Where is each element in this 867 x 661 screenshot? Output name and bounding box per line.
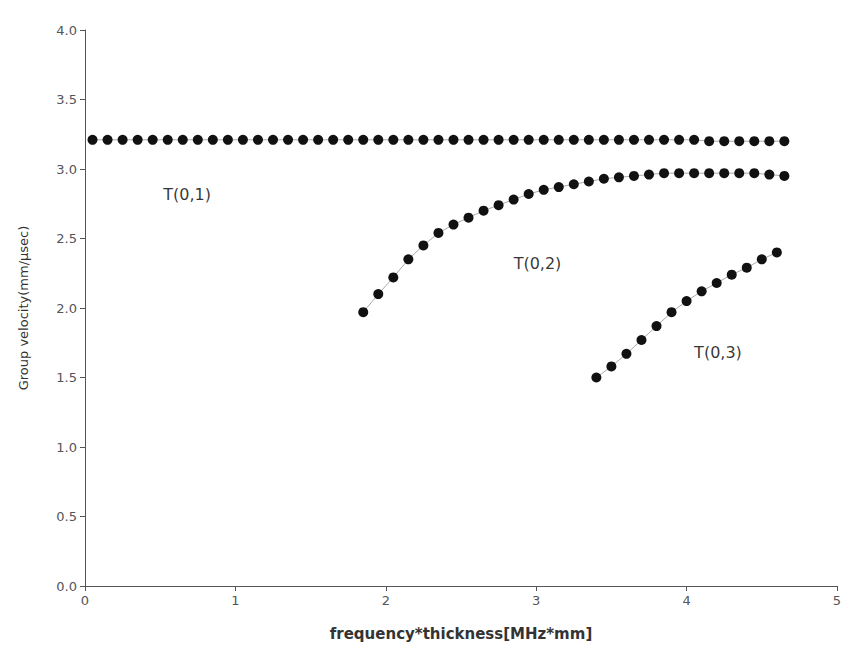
svg-text:3.0: 3.0 bbox=[56, 162, 77, 177]
svg-text:3.5: 3.5 bbox=[56, 92, 77, 107]
svg-text:2.0: 2.0 bbox=[56, 301, 77, 316]
svg-text:4: 4 bbox=[682, 593, 690, 608]
svg-text:0.0: 0.0 bbox=[56, 579, 77, 594]
svg-text:2.5: 2.5 bbox=[56, 231, 77, 246]
svg-text:0.5: 0.5 bbox=[56, 509, 77, 524]
svg-text:T(0,2): T(0,2) bbox=[513, 254, 562, 273]
svg-text:Group velocity(mm/μsec): Group velocity(mm/μsec) bbox=[16, 226, 31, 391]
svg-text:1.0: 1.0 bbox=[56, 440, 77, 455]
svg-text:T(0,3): T(0,3) bbox=[693, 343, 742, 362]
svg-text:T(0,1): T(0,1) bbox=[162, 185, 211, 204]
svg-text:5: 5 bbox=[833, 593, 841, 608]
svg-text:4.0: 4.0 bbox=[56, 23, 77, 38]
svg-text:3: 3 bbox=[532, 593, 540, 608]
svg-text:2: 2 bbox=[382, 593, 390, 608]
svg-text:1.5: 1.5 bbox=[56, 370, 77, 385]
svg-text:1: 1 bbox=[231, 593, 239, 608]
svg-text:frequency*thickness[MHz*mm]: frequency*thickness[MHz*mm] bbox=[330, 625, 592, 643]
svg-text:0: 0 bbox=[81, 593, 89, 608]
